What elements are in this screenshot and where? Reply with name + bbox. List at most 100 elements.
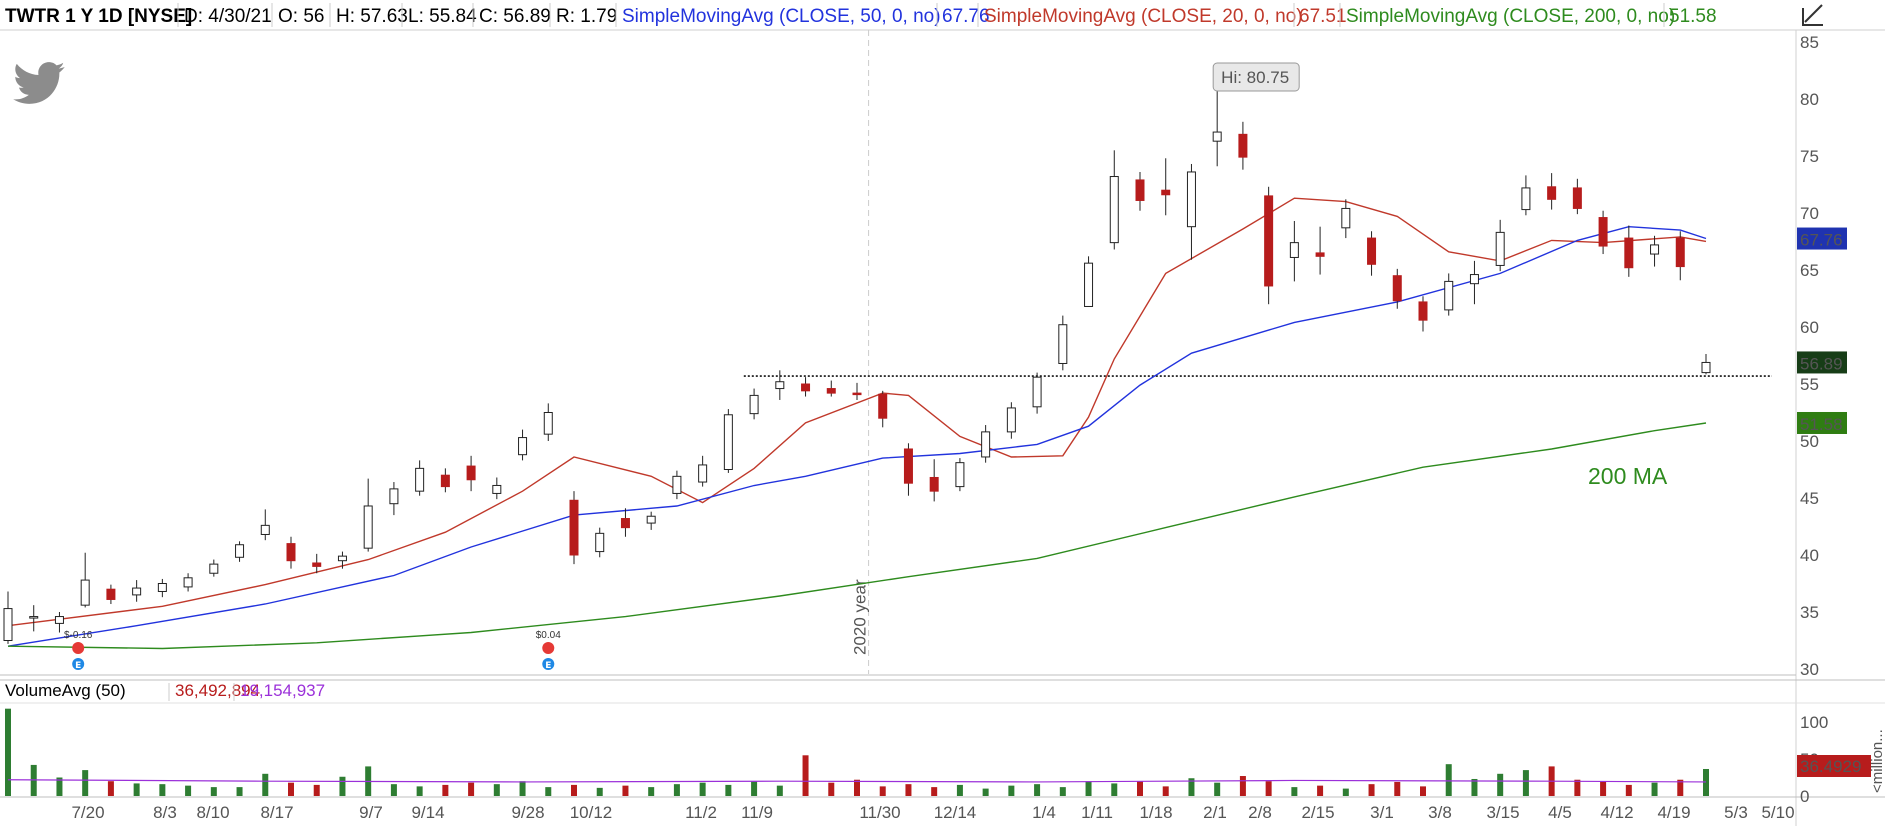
candle xyxy=(1392,268,1402,309)
volume-avg-label[interactable]: VolumeAvg (50) xyxy=(5,681,126,700)
range-label: R: 1.79 xyxy=(556,6,617,27)
price-tick: 40 xyxy=(1800,546,1819,565)
candle xyxy=(1032,372,1042,414)
candle xyxy=(1572,178,1582,215)
volume-bar xyxy=(956,784,963,796)
volume-bar xyxy=(1625,784,1632,796)
candle xyxy=(1315,226,1325,275)
candle-body xyxy=(1701,361,1711,374)
sma20-label[interactable]: SimpleMovingAvg (CLOSE, 20, 0, no) xyxy=(984,6,1303,27)
candle-body xyxy=(569,499,579,556)
candlestick-series[interactable] xyxy=(3,90,1711,644)
candle xyxy=(723,409,733,473)
volume-bar xyxy=(879,786,886,796)
date-tick: 8/3 xyxy=(153,803,177,822)
candle-body xyxy=(1495,231,1505,266)
candle xyxy=(157,578,167,598)
header-bar: TWTR 1 Y 1D [NYSE] D: 4/30/21 O: 56 H: 5… xyxy=(0,0,1885,31)
candle xyxy=(595,527,605,558)
date-tick: 3/15 xyxy=(1486,803,1519,822)
candle-body xyxy=(492,484,502,494)
volume-bar xyxy=(1574,779,1581,796)
candle-body xyxy=(235,544,245,558)
volume-bar xyxy=(1111,783,1118,796)
date-tick: 9/7 xyxy=(359,803,383,822)
badge-close-text: 56.89 xyxy=(1800,354,1843,373)
candle-body xyxy=(1109,176,1119,244)
candle-body xyxy=(1418,301,1428,321)
candle xyxy=(183,573,193,592)
price-tick: 45 xyxy=(1800,489,1819,508)
candle-body xyxy=(132,587,142,596)
volume-bar xyxy=(1059,787,1066,796)
candle xyxy=(543,403,553,441)
candle xyxy=(903,443,913,496)
date-tick: 1/4 xyxy=(1032,803,1056,822)
volume-bar xyxy=(1214,782,1221,796)
candle-body xyxy=(826,388,836,394)
candle-body xyxy=(1264,195,1274,287)
dividend-icon xyxy=(72,642,85,654)
date-tick: 3/8 xyxy=(1428,803,1452,822)
dividend-markers[interactable]: $-0.16 E $0.04 E xyxy=(64,630,561,671)
candle xyxy=(878,390,888,428)
candle-body xyxy=(1650,244,1660,255)
candle xyxy=(29,605,39,632)
candle-body xyxy=(1547,186,1557,200)
candle xyxy=(1058,315,1068,371)
date-tick: 3/1 xyxy=(1370,803,1394,822)
candle xyxy=(337,551,347,569)
volume-bar xyxy=(1368,784,1375,796)
ma-200-label: 200 MA xyxy=(1588,463,1668,489)
candle-body xyxy=(209,563,219,574)
volume-bar xyxy=(1522,770,1529,796)
badge-sma200-text: 51.58 xyxy=(1800,415,1843,434)
drawing-tool-icon[interactable] xyxy=(1797,2,1827,28)
volume-bar xyxy=(5,708,11,796)
panel-borders xyxy=(0,30,1885,826)
volume-bar xyxy=(185,785,192,796)
candle xyxy=(3,591,13,644)
volume-unit-label: <million... xyxy=(1869,729,1885,793)
candle xyxy=(1186,163,1196,260)
volume-bar xyxy=(1420,786,1426,796)
volume-bar xyxy=(493,784,500,796)
volume-bar xyxy=(982,788,989,796)
candle xyxy=(1264,186,1274,305)
badge-close: 56.89 xyxy=(1797,351,1847,374)
price-tick: 35 xyxy=(1800,603,1819,622)
volume-bar xyxy=(1445,764,1452,796)
earnings-icon-glyph: E xyxy=(545,661,551,671)
candle-body xyxy=(852,392,862,396)
date-tick: 1/18 xyxy=(1139,803,1172,822)
candle-body xyxy=(1058,324,1068,364)
sma200-label[interactable]: SimpleMovingAvg (CLOSE, 200, 0, no) xyxy=(1346,6,1675,27)
price-tick: 75 xyxy=(1800,147,1819,166)
volume-bar xyxy=(1162,786,1169,796)
price-tick: 85 xyxy=(1800,33,1819,52)
volume-bar xyxy=(802,755,809,796)
candle-body xyxy=(595,532,605,553)
badge-sma200-box xyxy=(1797,411,1847,434)
candle xyxy=(569,491,579,565)
volume-bar xyxy=(339,776,346,796)
candle xyxy=(1598,210,1608,255)
volume-avg-line xyxy=(7,779,1707,783)
volume-bar xyxy=(1137,781,1143,796)
volume-bar xyxy=(1394,781,1401,796)
volume-bar xyxy=(1677,779,1684,796)
sma50-label[interactable]: SimpleMovingAvg (CLOSE, 50, 0, no) xyxy=(622,6,941,27)
symbol-label[interactable]: TWTR 1 Y 1D [NYSE] xyxy=(5,6,192,27)
candle-body xyxy=(1238,133,1248,158)
price-tick: 65 xyxy=(1800,261,1819,280)
volume-bar xyxy=(313,784,320,796)
price-axis: 85 80 75 70 65 60 55 50 45 40 35 30 xyxy=(1800,33,1819,679)
volume-axis: 10050036.4929<million... xyxy=(1797,713,1885,806)
candle-body xyxy=(80,579,90,606)
volume-bar xyxy=(1008,785,1015,796)
price-tick: 80 xyxy=(1800,90,1819,109)
candle xyxy=(466,455,476,492)
candle xyxy=(1675,231,1685,281)
candle-body xyxy=(1572,187,1582,209)
